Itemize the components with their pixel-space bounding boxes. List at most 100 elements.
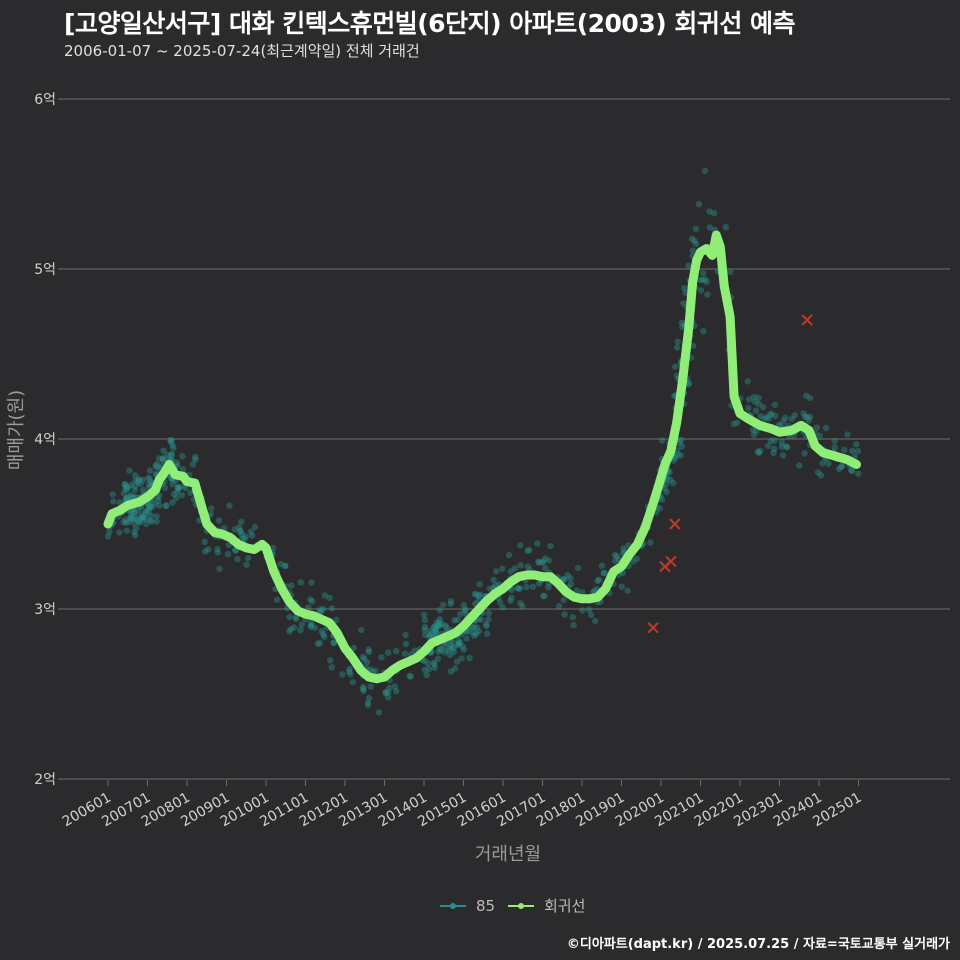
y-tick-label: 3억 <box>34 602 56 618</box>
scatter-point <box>364 699 372 706</box>
scatter-point <box>800 410 807 417</box>
scatter-point <box>476 591 484 598</box>
scatter-point <box>139 486 147 494</box>
scatter-point <box>441 649 448 656</box>
scatter-point <box>174 484 182 491</box>
scatter-point <box>670 479 677 487</box>
scatter-point <box>455 640 462 647</box>
scatter-point <box>425 665 433 673</box>
scatter-point <box>128 508 135 515</box>
scatter-point <box>421 626 428 633</box>
scatter-point <box>771 401 779 408</box>
scatter-point <box>788 415 795 423</box>
scatter-point <box>469 629 476 636</box>
scatter-point <box>814 469 822 476</box>
scatter-point <box>129 509 136 516</box>
scatter-point <box>473 624 481 631</box>
scatter-point <box>288 582 295 589</box>
scatter-point <box>248 532 256 539</box>
scatter-point <box>339 671 346 678</box>
scatter-point <box>147 503 154 511</box>
scatter-point <box>667 476 674 483</box>
scatter-point <box>855 470 862 477</box>
scatter-point <box>450 648 458 656</box>
scatter-point <box>123 495 130 502</box>
scatter-point <box>472 630 480 637</box>
scatter-point <box>806 394 814 402</box>
scatter-point <box>819 460 826 467</box>
scatter-point <box>496 599 504 606</box>
scatter-point <box>734 419 741 426</box>
scatter-point <box>316 640 324 647</box>
scatter-point <box>216 565 223 573</box>
scatter-point <box>515 585 522 592</box>
scatter-point <box>122 516 129 523</box>
scatter-point <box>486 585 493 592</box>
scatter-point <box>320 631 327 638</box>
scatter-point <box>153 513 160 520</box>
scatter-point <box>201 538 208 545</box>
scatter-point <box>424 660 431 667</box>
scatter-point <box>330 639 337 647</box>
y-tick-label: 5억 <box>34 262 56 278</box>
scatter-point <box>560 596 567 603</box>
scatter-point <box>132 525 140 532</box>
scatter-point <box>350 644 357 652</box>
scatter-point <box>470 623 477 631</box>
scatter-point <box>507 568 514 575</box>
scatter-point <box>282 562 289 570</box>
scatter-point <box>393 688 400 695</box>
scatter-point <box>161 484 168 492</box>
scatter-point <box>633 555 641 562</box>
scatter-point <box>482 620 490 628</box>
scatter-point <box>205 546 212 553</box>
scatter-point <box>243 561 250 568</box>
scatter-point <box>796 462 803 469</box>
scatter-point <box>140 514 147 521</box>
scatter-point <box>454 642 462 649</box>
scatter-point <box>685 380 692 387</box>
scatter-point <box>539 592 547 600</box>
scatter-point <box>678 436 685 444</box>
scatter-point <box>363 659 371 666</box>
scatter-point <box>446 645 453 652</box>
scatter-point <box>423 671 430 679</box>
scatter-point <box>438 646 445 654</box>
scatter-point <box>124 494 131 502</box>
scatter-point <box>321 633 328 641</box>
scatter-point <box>179 453 186 460</box>
scatter-point <box>169 481 176 488</box>
scatter-point <box>475 592 482 600</box>
scatter-point <box>663 480 670 487</box>
scatter-point <box>436 622 443 629</box>
scatter-point <box>692 225 700 232</box>
scatter-point <box>131 486 139 494</box>
scatter-point <box>143 520 150 527</box>
scatter-point <box>817 472 825 479</box>
scatter-point <box>454 616 461 624</box>
scatter-point <box>139 516 147 523</box>
scatter-point <box>507 597 514 604</box>
scatter-point <box>311 624 318 631</box>
scatter-point <box>309 598 316 605</box>
scatter-point <box>320 605 327 613</box>
scatter-point <box>658 496 666 503</box>
scatter-point <box>421 623 429 631</box>
scatter-point <box>155 497 162 504</box>
scatter-point <box>447 668 455 675</box>
scatter-point <box>692 240 700 248</box>
scatter-point <box>455 637 462 644</box>
scatter-point <box>771 437 778 444</box>
scatter-point <box>706 208 713 215</box>
scatter-point <box>435 622 442 629</box>
scatter-point <box>162 502 170 509</box>
scatter-point <box>760 403 767 411</box>
scatter-point <box>202 548 209 555</box>
scatter-point <box>106 528 113 535</box>
scatter-point <box>444 647 452 654</box>
scatter-point <box>154 494 161 501</box>
scatter-point <box>567 575 574 582</box>
scatter-point <box>382 689 389 696</box>
scatter-point <box>346 665 353 672</box>
scatter-point <box>432 629 439 636</box>
